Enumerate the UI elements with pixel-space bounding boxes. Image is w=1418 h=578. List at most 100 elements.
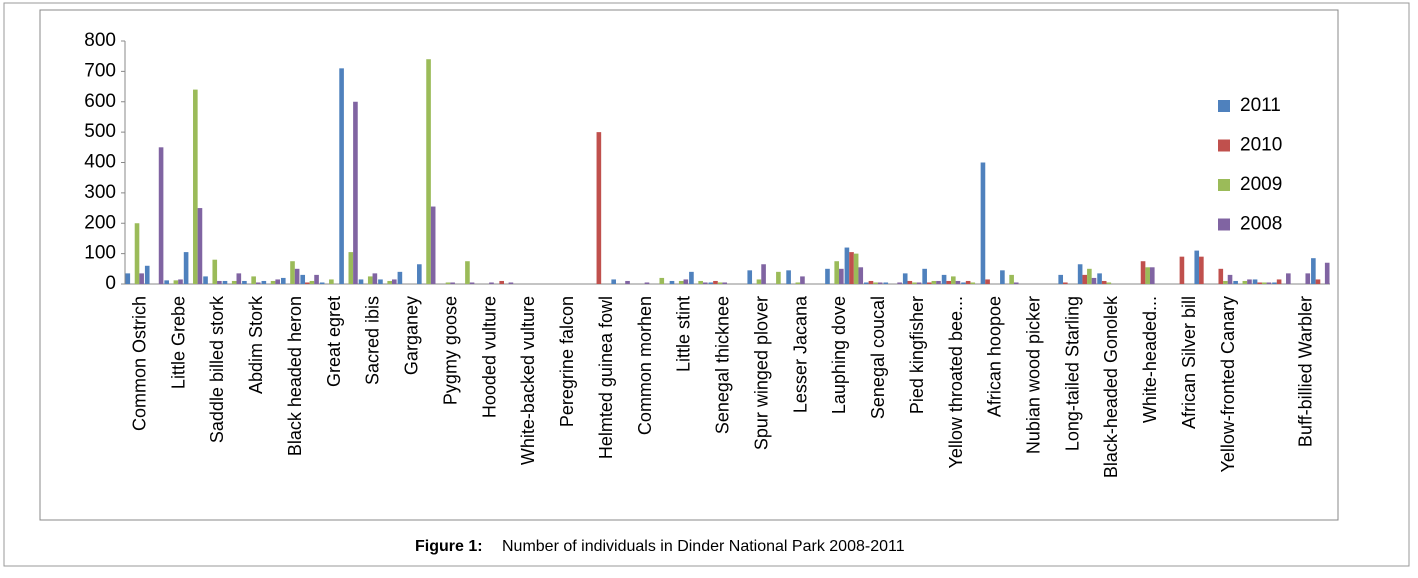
bar	[936, 280, 941, 284]
bar	[465, 261, 470, 284]
bar	[761, 264, 766, 284]
bar	[1305, 273, 1311, 284]
y-tick-label: 100	[84, 243, 116, 264]
bar	[450, 282, 455, 284]
x-tick-label: Little stint	[674, 296, 694, 372]
bar	[683, 279, 689, 284]
bar	[1063, 282, 1068, 284]
y-tick-label: 300	[84, 182, 116, 203]
bar	[217, 280, 222, 284]
bar	[877, 282, 883, 284]
x-tick-label: White-backed vulture	[518, 296, 538, 465]
bar	[1247, 279, 1252, 284]
bar	[916, 282, 922, 284]
bar	[1272, 282, 1277, 284]
bar	[902, 273, 908, 284]
bar	[1252, 279, 1258, 284]
x-tick-label: White-headed...	[1140, 296, 1160, 423]
chart-frame	[39, 9, 1339, 521]
bar	[367, 276, 373, 284]
bar	[1223, 280, 1228, 284]
bar	[756, 279, 762, 284]
bar	[1266, 282, 1272, 284]
bar	[255, 282, 261, 284]
bar	[800, 276, 805, 284]
bar	[445, 282, 451, 284]
bar	[489, 282, 494, 284]
x-tick-label: Lesser Jacana	[790, 295, 810, 413]
bar	[834, 261, 840, 284]
bar	[1257, 282, 1262, 284]
bar	[883, 282, 889, 284]
x-tick-label: Senegal coucal	[868, 296, 888, 419]
bar	[1077, 264, 1083, 284]
bar	[868, 280, 874, 284]
bar	[372, 273, 378, 284]
bar	[280, 277, 286, 284]
bar	[1218, 268, 1224, 284]
legend-label: 2011	[1240, 95, 1281, 116]
bar	[1058, 274, 1064, 284]
bar	[907, 280, 913, 284]
bar	[178, 279, 183, 284]
x-tick-label: Yellow-fronted Canary	[1218, 296, 1238, 472]
bar	[314, 274, 319, 284]
bar	[1227, 274, 1233, 284]
x-tick-label: Lauphing dove	[829, 296, 849, 414]
bar	[242, 280, 247, 284]
x-tick-label: Buff-billied Warbler	[1296, 296, 1316, 447]
bar	[1324, 262, 1330, 284]
bar	[426, 59, 431, 284]
bar	[1242, 280, 1248, 284]
bar	[397, 271, 403, 284]
x-tick-label: Little Grebe	[168, 296, 188, 389]
y-tick-label: 700	[84, 60, 116, 81]
bar	[678, 280, 684, 284]
bar	[786, 270, 791, 284]
bar	[183, 252, 189, 284]
bar	[134, 223, 140, 284]
bar	[294, 268, 300, 284]
bar	[839, 268, 844, 284]
x-tick-label: Abdim Stork	[246, 295, 266, 394]
bar	[391, 279, 397, 284]
x-tick-label: Spur winged plover	[751, 296, 771, 450]
bar	[251, 276, 256, 284]
bar	[965, 280, 971, 284]
bar	[931, 280, 937, 284]
bar	[747, 270, 753, 284]
x-tick-label: African Silver bill	[1179, 296, 1199, 429]
bar	[698, 280, 703, 284]
bar	[1091, 277, 1097, 284]
bar	[946, 280, 952, 284]
y-tick-label: 600	[84, 91, 116, 112]
bar	[1286, 273, 1291, 284]
bar	[922, 268, 927, 284]
bar	[1140, 261, 1146, 284]
outer-border	[3, 2, 1410, 567]
y-tick-label: 500	[84, 121, 116, 142]
bar	[261, 280, 267, 284]
legend-swatch	[1218, 179, 1230, 191]
y-tick-label: 0	[105, 273, 116, 294]
x-tick-label: Sacred ibis	[363, 296, 383, 385]
y-tick-label: 200	[84, 212, 116, 233]
bar	[970, 282, 976, 284]
bar	[1311, 258, 1316, 284]
bar	[985, 279, 990, 284]
bar	[270, 280, 276, 284]
bar	[611, 279, 616, 284]
bar	[689, 271, 694, 284]
bar	[980, 162, 986, 284]
bar	[659, 277, 665, 284]
x-tick-label: Common Ostrich	[129, 296, 149, 431]
bar	[1145, 267, 1150, 284]
bar	[1101, 280, 1107, 284]
bar	[1276, 279, 1282, 284]
legend-swatch	[1218, 139, 1230, 152]
bar	[912, 282, 917, 284]
bar	[1149, 267, 1155, 284]
x-tick-label: Common morhen	[635, 296, 655, 435]
bar	[358, 279, 364, 284]
bar	[625, 280, 630, 284]
